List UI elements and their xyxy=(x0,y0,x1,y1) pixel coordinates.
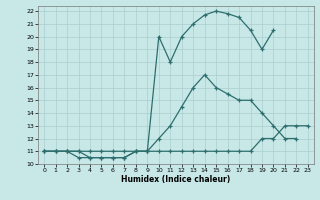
X-axis label: Humidex (Indice chaleur): Humidex (Indice chaleur) xyxy=(121,175,231,184)
